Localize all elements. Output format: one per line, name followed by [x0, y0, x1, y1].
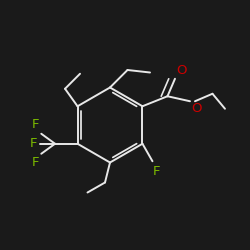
Text: F: F: [153, 165, 160, 178]
Text: F: F: [31, 156, 39, 169]
Text: F: F: [31, 118, 39, 131]
Text: O: O: [176, 64, 187, 78]
Text: F: F: [30, 137, 38, 150]
Text: O: O: [191, 102, 202, 116]
